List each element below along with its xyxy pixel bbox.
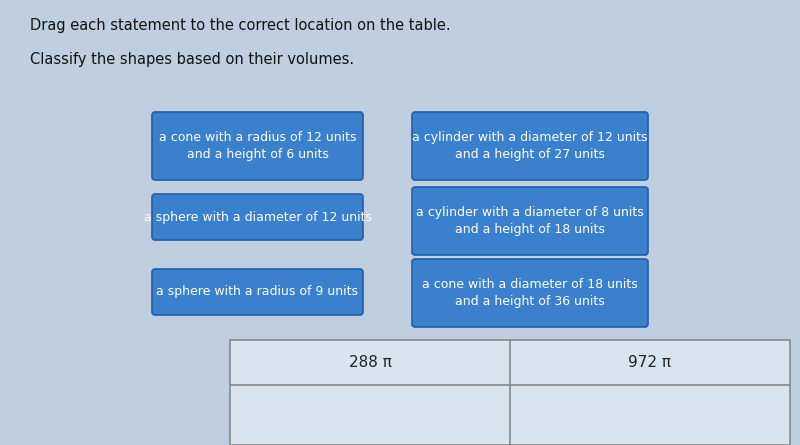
Text: 972 π: 972 π <box>629 355 671 370</box>
Text: a cone with a diameter of 18 units
and a height of 36 units: a cone with a diameter of 18 units and a… <box>422 278 638 308</box>
Text: a cylinder with a diameter of 8 units
and a height of 18 units: a cylinder with a diameter of 8 units an… <box>416 206 644 236</box>
FancyBboxPatch shape <box>152 269 363 315</box>
Text: Drag each statement to the correct location on the table.: Drag each statement to the correct locat… <box>30 18 450 33</box>
Text: a sphere with a diameter of 12 units: a sphere with a diameter of 12 units <box>143 210 371 223</box>
FancyBboxPatch shape <box>412 112 648 180</box>
Text: 288 π: 288 π <box>349 355 391 370</box>
Text: Classify the shapes based on their volumes.: Classify the shapes based on their volum… <box>30 52 354 67</box>
Text: a cone with a radius of 12 units
and a height of 6 units: a cone with a radius of 12 units and a h… <box>158 131 356 161</box>
Bar <box>230 340 790 445</box>
Text: a cylinder with a diameter of 12 units
and a height of 27 units: a cylinder with a diameter of 12 units a… <box>412 131 648 161</box>
FancyBboxPatch shape <box>412 187 648 255</box>
Text: a sphere with a radius of 9 units: a sphere with a radius of 9 units <box>157 286 358 299</box>
FancyBboxPatch shape <box>152 112 363 180</box>
FancyBboxPatch shape <box>152 194 363 240</box>
FancyBboxPatch shape <box>412 259 648 327</box>
